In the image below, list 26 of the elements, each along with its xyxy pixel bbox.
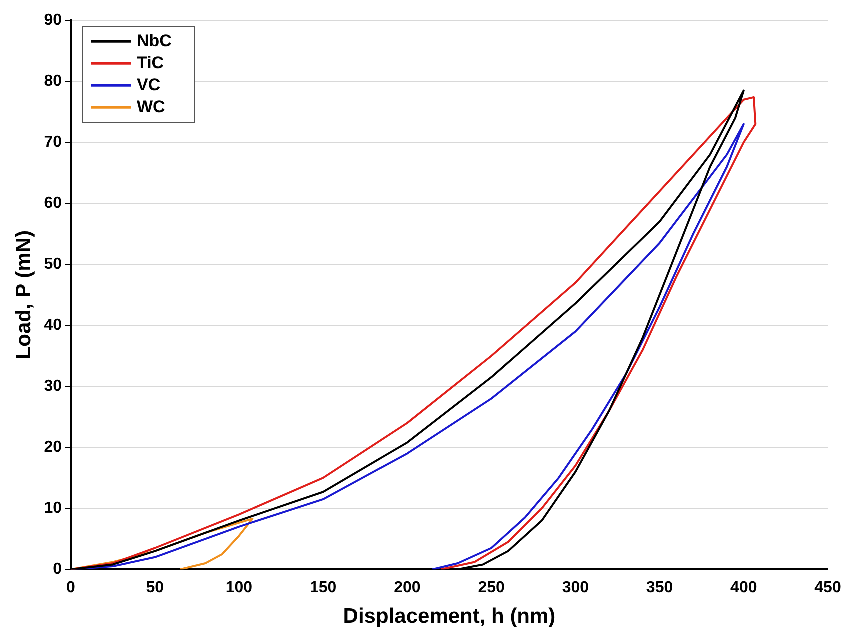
legend-label: NbC [136,31,172,50]
y-tick-label: 50 [44,256,62,274]
legend-label: WC [136,97,166,116]
y-tick-label: 10 [44,500,62,518]
y-tick-label: 20 [44,439,62,456]
y-tick-label: 60 [44,195,62,212]
y-tick-label: 70 [44,134,62,152]
y-tick-label: 30 [44,378,62,396]
y-tick-label: 90 [44,12,62,30]
x-tick-label: 50 [146,580,164,597]
x-tick-label: 300 [562,580,590,597]
legend-label: TiC [136,53,164,72]
y-tick-label: 40 [44,317,62,334]
y-axis-title: Load, P (mN) [12,230,36,360]
y-tick-label: 80 [44,73,62,90]
y-tick-label: 0 [53,561,62,578]
x-tick-label: 200 [394,580,421,597]
x-tick-label: 450 [814,580,842,597]
x-tick-label: 100 [226,580,253,597]
legend-label: VC [136,75,161,94]
x-tick-label: 400 [730,580,758,597]
x-tick-label: 350 [646,580,674,597]
x-tick-label: 150 [310,580,337,597]
x-tick-label: 250 [478,580,505,597]
x-axis-title: Displacement, h (nm) [343,605,556,628]
x-tick-label: 0 [66,580,76,597]
